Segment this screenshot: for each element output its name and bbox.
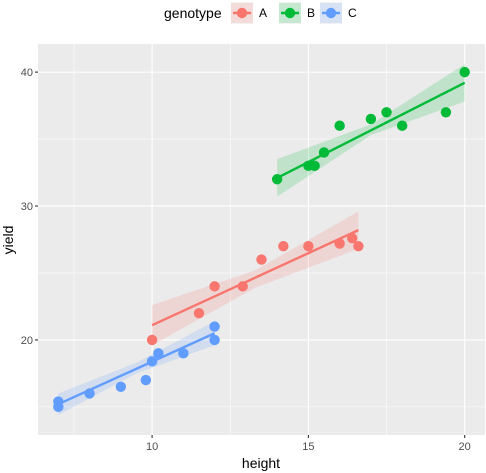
y-axis-title: yield <box>0 226 16 255</box>
data-point-C <box>53 396 64 407</box>
data-point-A <box>256 254 267 265</box>
legend: genotype A B C <box>164 2 357 24</box>
data-points <box>53 66 470 413</box>
major-gridlines <box>38 44 485 435</box>
data-point-B <box>309 160 320 172</box>
data-point-A <box>146 334 158 346</box>
data-point-B <box>459 66 470 78</box>
x-tick-label: 15 <box>302 441 314 453</box>
data-point-A <box>193 307 205 319</box>
y-tick-label: 40 <box>21 67 33 79</box>
legend-title: genotype <box>164 5 222 21</box>
y-tick-label: 20 <box>21 335 33 347</box>
data-point-A <box>237 281 248 292</box>
data-point-B <box>334 120 345 131</box>
data-point-C <box>209 321 220 332</box>
legend-label-B: B <box>307 6 315 20</box>
legend-label-A: A <box>259 6 267 20</box>
x-tick-label: 20 <box>459 441 471 453</box>
data-point-C <box>178 348 189 359</box>
data-point-C <box>115 381 127 392</box>
fit-line-C <box>57 332 216 406</box>
data-point-C <box>146 356 158 367</box>
x-axis-ticks: 10 15 20 <box>146 435 471 453</box>
data-point-B <box>440 107 452 118</box>
x-axis-title: height <box>242 455 280 471</box>
data-point-A <box>278 240 289 252</box>
data-point-B <box>365 113 377 125</box>
data-point-C <box>153 348 164 359</box>
data-point-A <box>334 238 345 249</box>
legend-key-point-C <box>325 7 337 19</box>
legend-key-point-A <box>236 7 248 19</box>
data-point-C <box>209 334 220 346</box>
data-point-C <box>140 374 152 386</box>
data-point-A <box>353 240 364 252</box>
legend-label-C: C <box>348 6 357 20</box>
data-point-B <box>318 147 330 158</box>
data-point-C <box>84 388 95 399</box>
data-point-A <box>209 281 220 292</box>
data-point-B <box>381 107 392 118</box>
data-point-B <box>271 174 283 185</box>
data-point-B <box>396 120 408 131</box>
legend-key-point-B <box>284 7 296 19</box>
data-point-A <box>303 240 314 252</box>
y-axis-ticks: 20 30 40 <box>21 67 38 347</box>
x-tick-label: 10 <box>146 441 158 453</box>
fit-line-A <box>151 229 359 327</box>
y-tick-label: 30 <box>21 201 33 213</box>
data-point-A <box>346 232 358 244</box>
